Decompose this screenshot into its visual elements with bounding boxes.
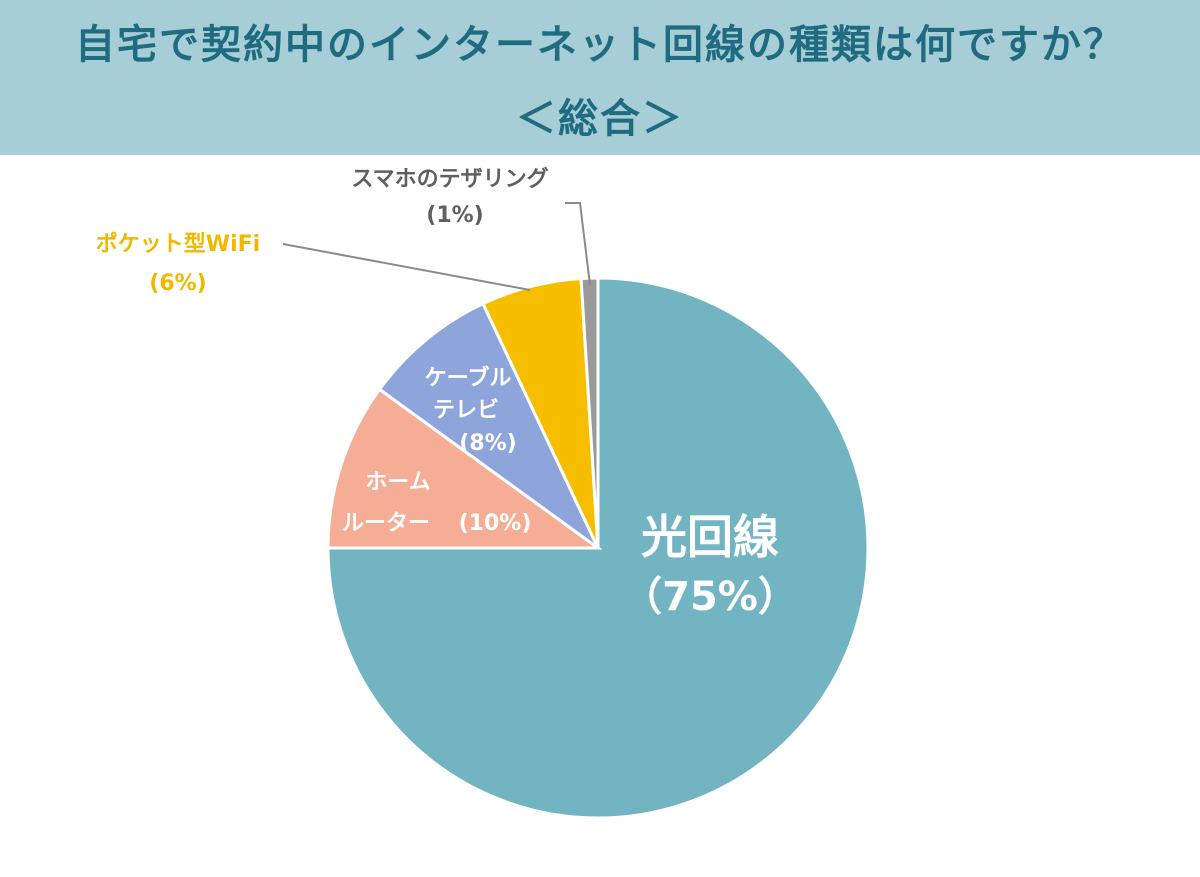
label-cable-tv-name: ケーブルテレビ [425, 365, 512, 423]
chart-header: 自宅で契約中のインターネット回線の種類は何ですか？ ＜総合＞ [0, 0, 1200, 155]
label-pocket-wifi-name: ポケット型WiFi [96, 231, 260, 257]
leader-line-pocket-wifi [282, 243, 531, 291]
label-home-router-name: ホームルーター [342, 470, 431, 536]
slice-cable-tv [377, 301, 600, 550]
label-smartphone-tethering-value: (1%) [426, 203, 483, 228]
leader-line-smartphone-tethering [565, 202, 591, 286]
label-cable-tv-value: (8%) [459, 431, 516, 456]
label-fiber-value: （75%） [622, 574, 798, 620]
pie-slices [326, 276, 870, 820]
label-home-router-value: (10%) [459, 511, 532, 536]
chart-title: 自宅で契約中のインターネット回線の種類は何ですか？ [75, 22, 1125, 68]
label-smartphone-tethering-name: スマホのテザリング [351, 166, 548, 192]
chart-subtitle: ＜総合＞ [516, 96, 684, 142]
slice-home-router [326, 387, 603, 550]
label-pocket-wifi-value: (6%) [149, 271, 206, 296]
label-fiber-name: 光回線 [641, 510, 779, 564]
